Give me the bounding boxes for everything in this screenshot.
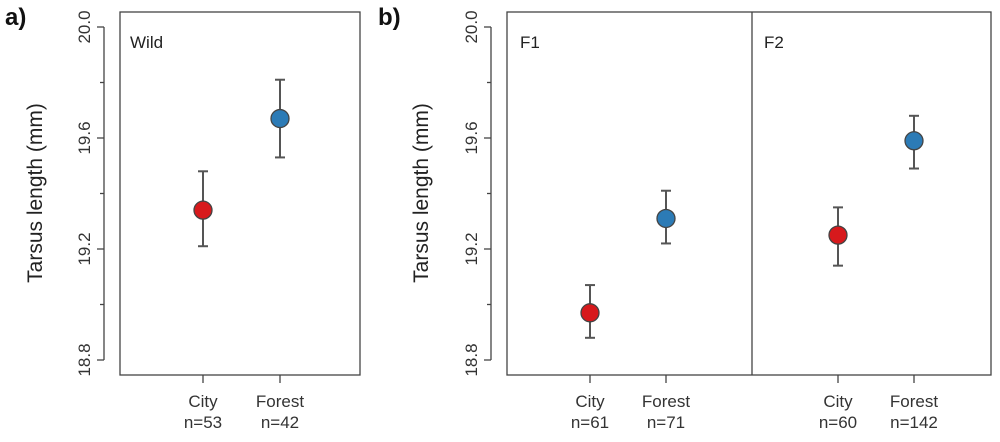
y-tick-label: 18.8 — [462, 343, 481, 376]
group-label: F2 — [764, 33, 784, 52]
panel-letter: b) — [378, 4, 401, 31]
mean-point — [580, 303, 600, 323]
x-category-label: City — [188, 392, 218, 411]
x-sample-size-label: n=42 — [261, 413, 299, 432]
y-tick-label: 19.6 — [462, 121, 481, 154]
x-category-label: Forest — [642, 392, 690, 411]
y-tick-label: 18.8 — [75, 343, 94, 376]
y-axis-label: Tarsus length (mm) — [410, 103, 433, 283]
x-sample-size-label: n=142 — [890, 413, 938, 432]
y-axis-label: Tarsus length (mm) — [24, 103, 47, 283]
y-tick-label: 20.0 — [462, 10, 481, 43]
x-category-label: City — [823, 392, 853, 411]
group-label: Wild — [130, 33, 163, 52]
x-category-label: Forest — [256, 392, 304, 411]
mean-point — [193, 200, 213, 220]
plot-frame — [506, 11, 992, 376]
mean-point — [904, 131, 924, 151]
plot-frame — [119, 11, 361, 376]
x-category-label: Forest — [890, 392, 938, 411]
y-tick-label: 19.2 — [75, 232, 94, 265]
x-sample-size-label: n=60 — [819, 413, 857, 432]
y-tick-label: 20.0 — [75, 10, 94, 43]
panel-letter: a) — [5, 4, 26, 31]
group-label: F1 — [520, 33, 540, 52]
x-sample-size-label: n=53 — [184, 413, 222, 432]
mean-point — [656, 208, 676, 229]
x-category-label: City — [575, 392, 605, 411]
panel-b: b) Tarsus length (mm) 18.8 19.2 19.6 20.0 F1 Ci… — [378, 4, 992, 432]
x-sample-size-label: n=61 — [571, 413, 609, 432]
y-tick-label: 19.2 — [462, 232, 481, 265]
mean-point — [828, 225, 848, 245]
x-sample-size-label: n=71 — [647, 413, 685, 432]
y-tick-label: 19.6 — [75, 121, 94, 154]
panel-a: a) Tarsus length (mm) 18.8 19.2 19.6 20.0 Wild… — [5, 4, 361, 432]
mean-point — [270, 108, 290, 129]
